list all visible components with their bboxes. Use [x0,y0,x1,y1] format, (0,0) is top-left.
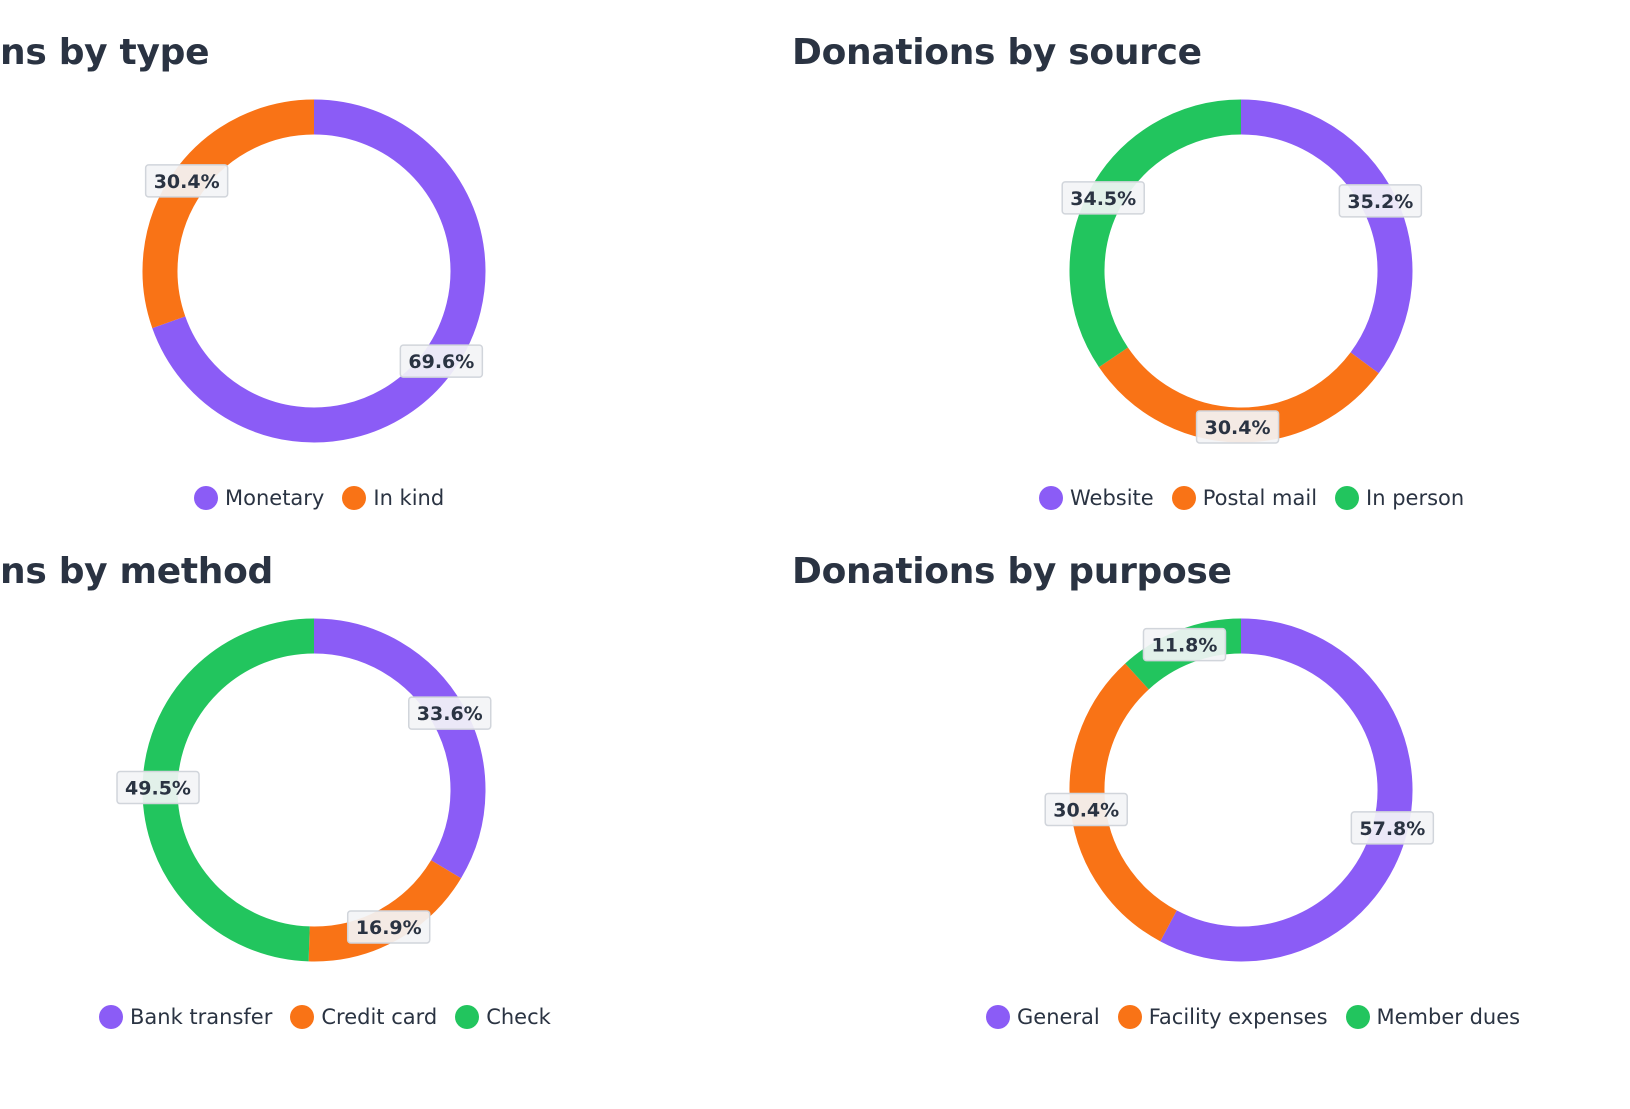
data-label-text: 49.5% [125,778,191,800]
data-label-text: 57.8% [1359,818,1425,840]
donut-chart: 35.2% 30.4% 34.5% [1061,99,1423,444]
legend-item-facility-expenses[interactable]: Facility expenses [1117,1005,1328,1029]
legend-swatch [1345,1005,1370,1029]
chart-legend: Website Postal mail In person [1039,486,1464,510]
data-label-box [346,910,431,944]
data-label: 35.2% [1338,184,1423,218]
legend-label: General [1017,1005,1100,1029]
donut-slice-general[interactable] [1160,618,1413,962]
legend-swatch [99,1005,123,1029]
data-label-text: 34.5% [1070,188,1136,210]
data-label-box [1195,410,1280,444]
legend-label: In person [1366,486,1465,510]
data-label: 30.4% [1195,410,1280,444]
data-label: 30.4% [144,164,229,198]
data-label-box [144,164,229,198]
data-label-box [1142,627,1227,662]
legend-item-check[interactable]: Check [455,1005,551,1029]
chart-legend: Bank transfer Credit card Check [99,1005,551,1029]
data-label-text: 16.9% [356,917,422,939]
data-label: 69.6% [399,344,484,378]
donut-slice-in-person[interactable] [1069,99,1242,368]
donut-slice-in-kind[interactable] [142,99,315,329]
legend-label: In kind [373,486,445,510]
data-label: 34.5% [1061,181,1145,215]
data-label-box [1338,184,1423,218]
legend-label: Postal mail [1202,486,1318,510]
legend-label: Credit card [321,1005,438,1029]
data-label-text: 33.6% [417,703,483,725]
legend-swatch [1117,1005,1142,1029]
legend-swatch [194,486,218,510]
data-label-box [407,696,492,730]
legend-item-bank-transfer[interactable]: Bank transfer [99,1005,272,1029]
legend-label: Website [1070,486,1154,510]
data-label: 30.4% [1044,792,1128,827]
legend-label: Facility expenses [1148,1005,1328,1029]
data-label-text: 35.2% [1347,191,1413,213]
chart-panel-source: Donations by source 35.2% 30.4% 34.5% Webs… [792,0,1592,540]
data-label-box [1061,181,1145,215]
legend-item-member-dues[interactable]: Member dues [1345,1005,1521,1029]
donut-chart: 33.6% 16.9% 49.5% [116,618,492,962]
data-label: 49.5% [116,770,200,805]
data-label-box [1350,811,1435,845]
data-label-box [116,770,200,805]
data-label-text: 69.6% [408,351,474,373]
donut-chart: 57.8% 30.4% 11.8% [1044,618,1435,962]
chart-title: Donations by purpose [792,551,1232,592]
data-label: 33.6% [407,696,492,730]
data-label-text: 30.4% [1205,417,1271,439]
legend-swatch [1171,486,1196,510]
legend-item-in-kind[interactable]: In kind [342,486,444,510]
data-label: 16.9% [346,910,431,944]
legend-swatch [290,1005,315,1029]
data-label-text: 30.4% [1053,800,1119,822]
legend-label: Bank transfer [130,1005,273,1029]
legend-item-postal-mail[interactable]: Postal mail [1171,486,1318,510]
chart-title: ns by type [0,32,210,73]
data-label: 57.8% [1350,811,1435,845]
legend-item-general[interactable]: General [986,1005,1100,1029]
donut-chart: 69.6% 30.4% [142,99,486,443]
donut-slice-website[interactable] [1240,99,1413,374]
legend-label: Check [486,1005,551,1029]
legend-swatch [1039,486,1063,510]
legend-item-monetary[interactable]: Monetary [194,486,324,510]
chart-legend: Monetary In kind [194,486,444,510]
legend-swatch [1335,486,1360,510]
legend-swatch [342,486,367,510]
legend-item-website[interactable]: Website [1039,486,1154,510]
chart-panel-method: ns by method 33.6% 16.9% 49.5% Bank transf… [0,519,800,1059]
legend-item-in-person[interactable]: In person [1335,486,1464,510]
data-label-box [399,344,484,378]
data-label-text: 30.4% [154,171,220,193]
chart-title: Donations by source [792,32,1202,73]
chart-panel-type: ns by type 69.6% 30.4% Monetary In kind [0,0,800,540]
chart-panel-purpose: Donations by purpose 57.8% 30.4% 11.8% Gen… [792,519,1592,1059]
data-label: 11.8% [1142,627,1227,662]
donut-slice-bank-transfer[interactable] [313,618,486,879]
data-label-box [1044,792,1128,827]
chart-legend: General Facility expenses Member dues [986,1005,1520,1029]
legend-swatch [986,1005,1010,1029]
data-label-text: 11.8% [1152,635,1218,657]
chart-title: ns by method [0,551,274,592]
legend-label: Member dues [1376,1005,1521,1029]
legend-item-credit-card[interactable]: Credit card [290,1005,437,1029]
legend-label: Monetary [225,486,325,510]
legend-swatch [455,1005,480,1029]
